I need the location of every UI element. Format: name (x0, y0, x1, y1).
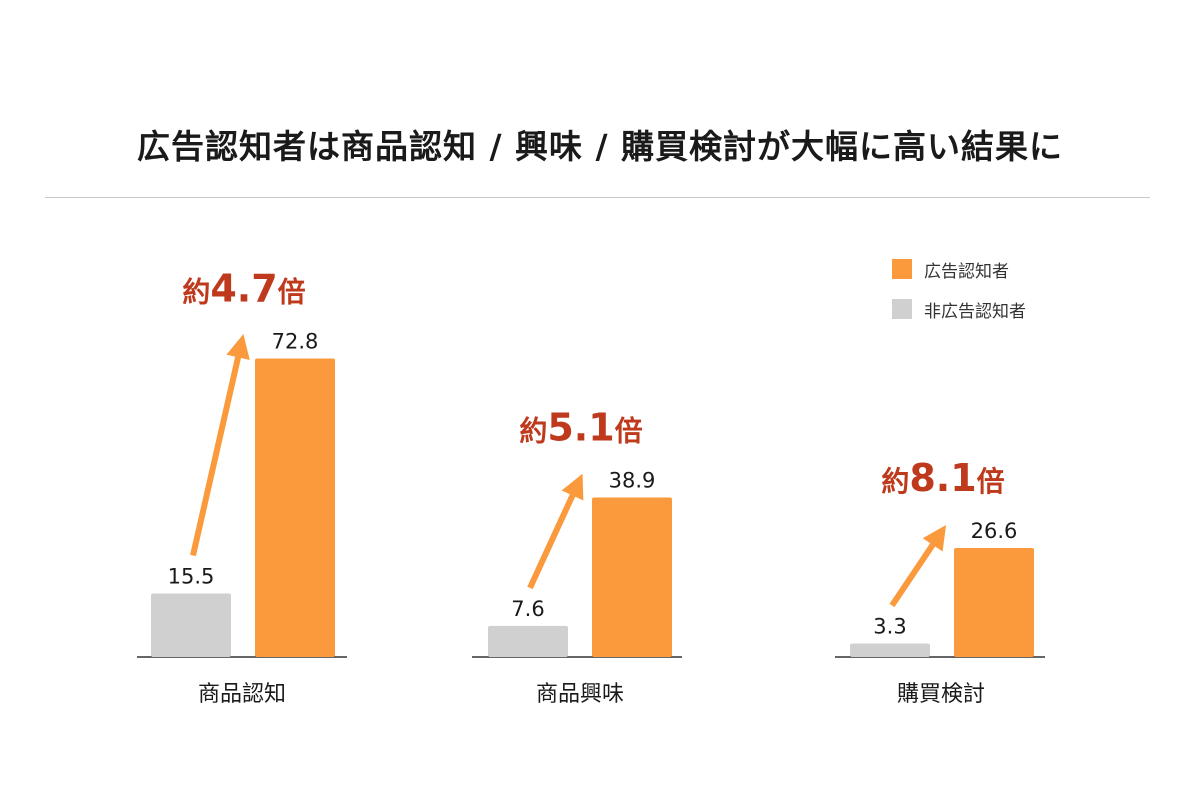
legend: 広告認知者 非広告認知者 (892, 258, 1026, 338)
chart-title: 広告認知者は商品認知 / 興味 / 購買検討が大幅に高い結果に (136, 127, 1064, 166)
legend-swatch-non-aware (892, 299, 912, 319)
value-label-non-aware-awareness: 15.5 (168, 564, 215, 588)
legend-item-aware: 広告認知者 (892, 258, 1026, 282)
multiplier-annotation-consideration: 約8.1倍 (881, 456, 1004, 500)
legend-label-non-aware: 非広告認知者 (924, 301, 1026, 322)
legend-swatch-aware (892, 259, 912, 279)
legend-item-non-aware: 非広告認知者 (892, 298, 1026, 322)
bar-aware-interest (592, 497, 672, 657)
bar-non-aware-awareness (151, 593, 231, 657)
value-label-aware-awareness: 72.8 (272, 330, 319, 354)
growth-arrow-interest (527, 473, 584, 590)
multiplier-annotation-awareness: 約4.7倍 (182, 267, 305, 311)
growth-arrow-consideration (889, 524, 947, 608)
bar-non-aware-consideration (850, 643, 930, 657)
bar-non-aware-interest (488, 625, 568, 657)
category-label-consideration: 購買検討 (896, 682, 985, 707)
value-label-non-aware-consideration: 3.3 (873, 614, 906, 638)
value-label-non-aware-interest: 7.6 (511, 597, 544, 621)
bar-aware-consideration (954, 547, 1034, 657)
legend-label-aware: 広告認知者 (924, 261, 1009, 282)
value-label-aware-consideration: 26.6 (971, 519, 1018, 543)
category-label-interest: 商品興味 (535, 682, 624, 707)
bar-aware-awareness (255, 358, 335, 657)
value-label-aware-interest: 38.9 (609, 469, 656, 493)
growth-arrow-awareness (190, 333, 250, 557)
title-divider (45, 197, 1150, 198)
category-label-awareness: 商品認知 (197, 682, 286, 707)
multiplier-annotation-interest: 約5.1倍 (519, 406, 642, 450)
